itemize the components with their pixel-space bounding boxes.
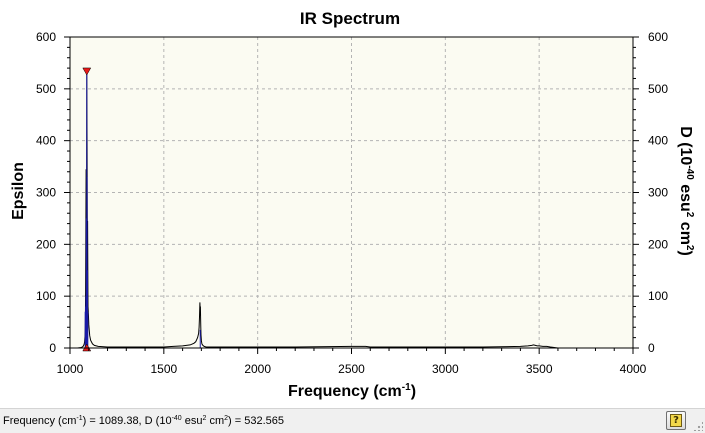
y-right-title-p1: D (10 — [677, 126, 694, 165]
x-tick-label: 1500 — [150, 362, 177, 376]
x-axis-title-sup: -1 — [402, 382, 411, 393]
status-sup: 2 — [224, 415, 229, 422]
y-right-tick-label: 500 — [648, 82, 668, 96]
y-right-tick-label: 0 — [648, 341, 655, 355]
x-tick-label: 2000 — [244, 362, 271, 376]
y-right-tick-label: 200 — [648, 237, 668, 251]
x-tick-label: 1000 — [57, 362, 84, 376]
resize-grip-icon[interactable] — [693, 421, 703, 431]
y-right-tick-label: 400 — [648, 134, 668, 148]
status-sup: -40 — [171, 415, 182, 422]
status-sup: 2 — [202, 415, 207, 422]
y-axis-right-title: D (10-40 esu2 cm2) — [677, 126, 695, 256]
y-left-tick-label: 400 — [36, 134, 56, 148]
x-axis-title-text: Frequency (cm — [288, 383, 402, 400]
x-tick-label: 4000 — [620, 362, 647, 376]
y-axis-left-title: Epsilon — [10, 162, 27, 220]
status-sup: -1 — [76, 415, 83, 422]
y-left-tick-label: 500 — [36, 82, 56, 96]
x-tick-label: 3500 — [526, 362, 553, 376]
y-right-title-p2: esu — [677, 180, 694, 212]
y-right-tick-label: 600 — [648, 30, 668, 44]
y-right-title-s2: 2 — [684, 212, 695, 218]
y-right-tick-label: 300 — [648, 186, 668, 200]
y-left-tick-label: 300 — [36, 186, 56, 200]
stick-lines — [84, 71, 201, 348]
status-bar: Frequency (cm-1) = 1089.38, D (10-40 esu… — [0, 408, 705, 433]
x-axis-title-tail: ) — [411, 383, 416, 400]
status-readout: Frequency (cm-1) = 1089.38, D (10-40 esu… — [3, 415, 284, 427]
help-button[interactable]: ? — [666, 411, 686, 430]
status-part: ) = 1089.38, D (10 — [82, 415, 172, 427]
y-left-tick-label: 100 — [36, 289, 56, 303]
y-right-title-s1: -40 — [684, 165, 695, 180]
help-icon: ? — [670, 414, 682, 427]
status-part: cm — [206, 415, 225, 427]
x-tick-label: 3000 — [432, 362, 459, 376]
chart-title: IR Spectrum — [300, 9, 400, 28]
y-right-title-s3: 2 — [684, 245, 695, 251]
y-left-tick-label: 200 — [36, 237, 56, 251]
grid-lines — [70, 37, 633, 348]
y-right-title-p3: cm — [677, 217, 694, 245]
x-axis-title: Frequency (cm-1) — [288, 382, 416, 400]
plot-panel[interactable]: 1000 1500 2000 2500 3000 3500 4000 0 0 100 100 200 2… — [0, 0, 705, 408]
status-part: Frequency (cm — [3, 415, 77, 427]
x-tick-label: 2500 — [338, 362, 365, 376]
status-part: ) = 532.565 — [228, 415, 285, 427]
peak-marker-top[interactable] — [82, 67, 92, 76]
y-left-tick-label: 0 — [49, 341, 56, 355]
status-part: esu — [181, 415, 203, 427]
y-right-title-p4: ) — [677, 250, 694, 255]
y-right-tick-label: 100 — [648, 289, 668, 303]
y-left-tick-label: 600 — [36, 30, 56, 44]
